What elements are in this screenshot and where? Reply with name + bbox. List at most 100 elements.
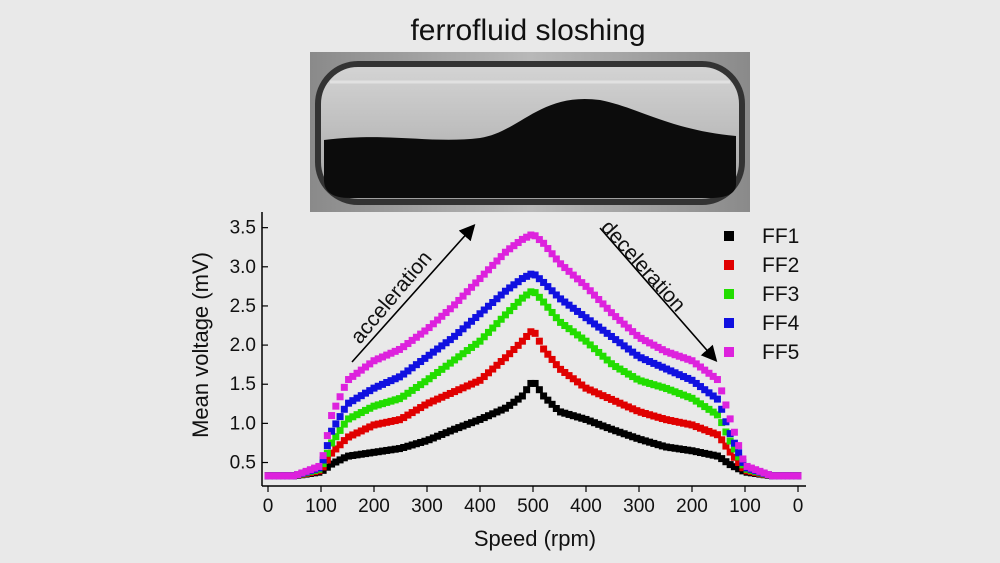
legend-label: FF1 bbox=[762, 225, 799, 248]
data-point bbox=[735, 442, 743, 450]
data-point bbox=[429, 434, 437, 442]
data-point bbox=[383, 418, 391, 426]
data-point bbox=[544, 245, 552, 253]
data-point bbox=[319, 460, 327, 468]
data-point bbox=[336, 393, 344, 401]
data-point bbox=[391, 417, 399, 425]
data-point bbox=[395, 373, 403, 381]
data-point bbox=[476, 415, 484, 423]
data-point bbox=[667, 444, 675, 452]
data-point bbox=[463, 382, 471, 390]
data-point bbox=[709, 372, 717, 380]
data-point bbox=[468, 343, 476, 351]
data-point bbox=[658, 442, 666, 450]
data-point bbox=[349, 397, 357, 405]
data-point bbox=[353, 429, 361, 437]
data-point bbox=[395, 395, 403, 403]
data-point bbox=[523, 332, 531, 340]
data-point bbox=[565, 267, 573, 275]
data-point bbox=[557, 365, 565, 373]
data-point bbox=[442, 362, 450, 370]
data-point bbox=[582, 282, 590, 290]
data-point bbox=[582, 384, 590, 392]
data-point bbox=[357, 450, 365, 458]
data-point bbox=[629, 433, 637, 441]
data-point bbox=[786, 472, 794, 480]
data-point bbox=[421, 354, 429, 362]
data-point bbox=[616, 316, 624, 324]
legend-swatch bbox=[724, 260, 734, 270]
data-point bbox=[468, 283, 476, 291]
data-point bbox=[722, 418, 730, 426]
data-point bbox=[582, 415, 590, 423]
data-point bbox=[701, 449, 709, 457]
data-point bbox=[705, 389, 713, 397]
data-point bbox=[692, 360, 700, 368]
data-point bbox=[722, 458, 730, 466]
data-point bbox=[612, 427, 620, 435]
data-point bbox=[463, 347, 471, 355]
data-point bbox=[730, 439, 738, 447]
data-point bbox=[391, 347, 399, 355]
data-point bbox=[459, 325, 467, 333]
data-point bbox=[730, 428, 738, 436]
data-point bbox=[451, 356, 459, 364]
data-point bbox=[701, 366, 709, 374]
data-point bbox=[561, 409, 569, 417]
y-ticks: 0.5 1.0 1.5 2.0 2.5 3.0 3.5 bbox=[230, 218, 268, 474]
data-point bbox=[544, 303, 552, 311]
data-point bbox=[705, 427, 713, 435]
data-point bbox=[493, 257, 501, 265]
data-point bbox=[349, 451, 357, 459]
data-point bbox=[650, 359, 658, 367]
data-point bbox=[726, 415, 734, 423]
data-point bbox=[713, 411, 721, 419]
data-point bbox=[345, 415, 353, 423]
data-point bbox=[552, 361, 560, 369]
data-point bbox=[561, 368, 569, 376]
data-point bbox=[484, 266, 492, 274]
data-point bbox=[680, 354, 688, 362]
data-point bbox=[540, 392, 548, 400]
data-point bbox=[336, 441, 344, 449]
data-point bbox=[781, 472, 789, 480]
data-point bbox=[730, 463, 738, 471]
x-tick-label: 100 bbox=[729, 496, 761, 517]
data-point bbox=[552, 314, 560, 322]
data-point bbox=[671, 444, 679, 452]
data-point bbox=[607, 395, 615, 403]
data-point bbox=[629, 348, 637, 356]
data-point bbox=[374, 420, 382, 428]
data-point bbox=[578, 279, 586, 287]
data-point bbox=[730, 453, 738, 461]
data-point bbox=[408, 409, 416, 417]
data-point bbox=[451, 301, 459, 309]
data-point bbox=[578, 311, 586, 319]
data-point bbox=[340, 383, 348, 391]
data-point bbox=[548, 250, 556, 258]
x-tick-label: 0 bbox=[793, 496, 804, 517]
data-point bbox=[769, 472, 777, 480]
data-point bbox=[586, 341, 594, 349]
data-point bbox=[535, 293, 543, 301]
data-point bbox=[612, 397, 620, 405]
data-point bbox=[476, 310, 484, 318]
data-point bbox=[345, 452, 353, 460]
data-point bbox=[620, 342, 628, 350]
data-point bbox=[378, 380, 386, 388]
data-point bbox=[412, 361, 420, 369]
data-point bbox=[459, 292, 467, 300]
data-point bbox=[735, 449, 743, 457]
data-point bbox=[722, 442, 730, 450]
data-point bbox=[489, 298, 497, 306]
data-point bbox=[370, 421, 378, 429]
data-point bbox=[646, 438, 654, 446]
data-point bbox=[340, 420, 348, 428]
data-point bbox=[306, 466, 314, 474]
data-point bbox=[603, 356, 611, 364]
data-point bbox=[646, 379, 654, 387]
data-point bbox=[468, 380, 476, 388]
data-point bbox=[357, 366, 365, 374]
data-point bbox=[400, 414, 408, 422]
